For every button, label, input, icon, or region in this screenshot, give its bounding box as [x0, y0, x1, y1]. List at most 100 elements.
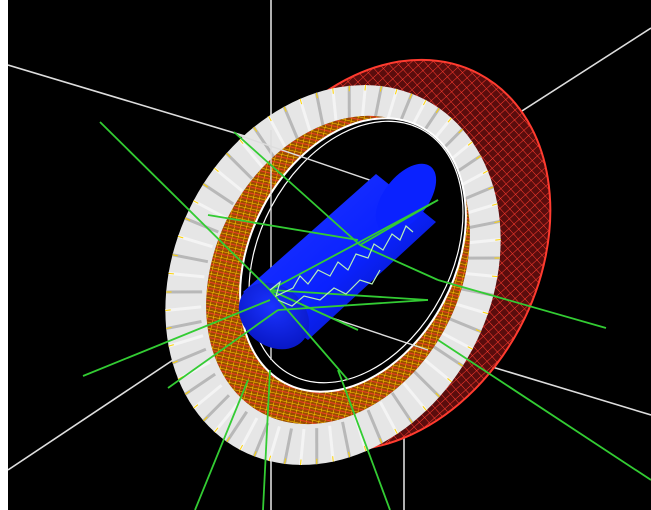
ring-segment — [165, 319, 202, 331]
ring-segment — [202, 182, 235, 206]
ring-segment — [373, 85, 383, 122]
ring-segment-wire — [268, 115, 272, 122]
ring-segment — [328, 425, 335, 462]
ring-segment — [283, 428, 293, 465]
particle-track-shower — [269, 225, 414, 307]
ring-segment — [192, 384, 223, 410]
ring-segment — [298, 98, 313, 134]
ring-segment — [282, 106, 300, 141]
ring-segment-wire — [165, 309, 171, 311]
ring-segment-wire — [435, 108, 440, 114]
particle-track — [277, 299, 429, 311]
ring-segment-wire — [475, 329, 482, 333]
ring-segment — [453, 301, 489, 316]
ring-segment-wire — [203, 416, 208, 422]
ring-segment-wire — [268, 455, 272, 462]
ring-segment — [431, 344, 464, 368]
ring-segment-wire — [332, 456, 334, 462]
particle-track — [359, 244, 439, 281]
ring-segment — [165, 305, 202, 312]
particle-track — [167, 309, 279, 389]
axis-line-upper-left — [8, 64, 259, 141]
ring-segment — [225, 152, 254, 180]
ring-segment-wire — [203, 183, 209, 188]
particle-track — [269, 289, 349, 381]
ring-segment — [341, 421, 352, 458]
ring-segment — [422, 357, 453, 384]
ring-segment — [238, 138, 264, 169]
ring-segments — [165, 84, 501, 466]
ring-segment — [267, 115, 288, 149]
ring-segment-wire — [226, 152, 231, 158]
ring-segment-wire — [332, 88, 334, 94]
ring-segment-wire — [492, 203, 498, 206]
ring-segment — [440, 330, 474, 351]
ring-segment-wire — [492, 275, 498, 278]
ring-segment-wire — [409, 93, 413, 99]
ring-segment-wire — [422, 405, 427, 411]
ring-segment-wire — [284, 458, 287, 464]
particle-track — [337, 369, 391, 510]
ring-segment — [299, 428, 306, 466]
ring-segment-wire — [494, 220, 500, 223]
ring-segment-wire — [467, 346, 473, 350]
ring-segment-wire — [166, 327, 172, 330]
ring-segment-wire — [495, 239, 501, 241]
cylinder-far-cap — [375, 163, 437, 233]
ring-segment-wire — [457, 362, 463, 367]
ring-segment-wire — [226, 436, 231, 442]
ring-segment-wire — [213, 167, 219, 172]
ring-segment — [184, 216, 219, 234]
particle-tracks — [82, 121, 651, 510]
ring-segment — [366, 409, 384, 444]
particle-track — [207, 214, 359, 241]
ring-segment-wire — [488, 186, 494, 190]
ring-segment — [461, 271, 498, 279]
ring-segment-wire — [435, 392, 440, 398]
ring-segment — [184, 372, 216, 396]
ring-segment-wire — [363, 445, 367, 452]
ring-segment-wire — [253, 126, 258, 132]
ring-segment-wire — [482, 311, 489, 315]
ring-segment-wire — [467, 141, 473, 146]
ring-segment-wire — [172, 360, 178, 364]
ring-segment — [168, 271, 205, 279]
ring-segment — [447, 316, 482, 334]
ring-segment-wire — [364, 85, 366, 91]
shower-track — [277, 269, 381, 307]
ring-segment-wire — [475, 155, 482, 160]
ring-segment-wire — [299, 98, 303, 105]
ring-segment-wire — [177, 235, 184, 239]
particle-track — [82, 299, 271, 377]
ring-segment-wire — [394, 428, 398, 435]
ring-segment-wire — [193, 200, 199, 204]
ring-segment — [177, 234, 213, 249]
particle-track — [269, 289, 429, 301]
particle-track — [233, 131, 361, 246]
ring-segment-wire — [283, 106, 287, 112]
ring-segment — [172, 347, 207, 365]
ring-segment-wire — [253, 451, 257, 457]
ring-segment-wire — [184, 217, 191, 221]
ring-segment — [168, 334, 204, 348]
particle-track — [359, 199, 439, 246]
ring-segment — [331, 88, 338, 125]
ring-segment-wire — [408, 418, 413, 424]
ring-segment-wire — [300, 459, 302, 465]
ring-segment — [412, 370, 441, 398]
ring-segment — [378, 401, 399, 435]
ring-segment-wire — [239, 444, 244, 451]
ring-segment-wire — [193, 404, 199, 409]
ring-segment-wire — [379, 86, 382, 92]
particle-track — [437, 279, 607, 329]
ring-segment-wire — [239, 139, 244, 145]
ring-segment — [202, 394, 231, 422]
ring-segment-wire — [184, 390, 191, 395]
ring-segment-wire — [168, 344, 174, 347]
ring-segment-wire — [379, 438, 383, 444]
ring-segment-wire — [315, 92, 318, 99]
ring-segment — [314, 92, 325, 129]
detector-scene[interactable] — [8, 0, 651, 510]
particle-track — [269, 199, 439, 291]
